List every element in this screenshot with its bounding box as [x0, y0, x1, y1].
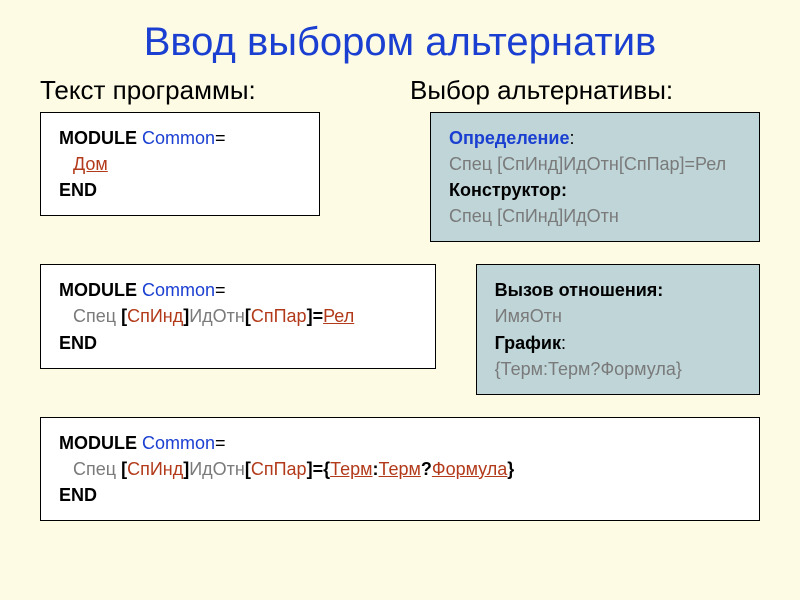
- kw-module: MODULE: [59, 128, 142, 148]
- alt-line: Вызов отношения:: [495, 277, 741, 303]
- t: СпИнд: [127, 459, 183, 479]
- module-name: Common: [142, 128, 215, 148]
- kw-end: END: [59, 333, 97, 353]
- t: Рел: [323, 306, 354, 326]
- code-box-1: MODULE Common= Дом END: [40, 112, 320, 216]
- t: Спец: [73, 459, 121, 479]
- slide: Ввод выбором альтернатив Текст программы…: [0, 0, 800, 600]
- code-line: Спец [СпИнд]ИдОтн[СпПар]=Рел: [59, 303, 417, 329]
- eq: =: [215, 128, 226, 148]
- top-columns: Текст программы: MODULE Common= Дом END …: [40, 75, 760, 260]
- t: Спец: [73, 306, 121, 326]
- t: ?: [421, 459, 432, 479]
- code-line: Спец [СпИнд]ИдОтн[СпПар]={Терм:Терм?Форм…: [59, 456, 741, 482]
- link-dom: Дом: [59, 151, 108, 177]
- t: =: [313, 306, 324, 326]
- right-heading: Выбор альтернативы:: [410, 75, 760, 106]
- eq: =: [215, 433, 226, 453]
- left-column: Текст программы: MODULE Common= Дом END: [40, 75, 390, 260]
- t: СпПар: [251, 306, 307, 326]
- kw-end: END: [59, 180, 97, 200]
- left-heading: Текст программы:: [40, 75, 390, 106]
- t: ИдОтн: [189, 459, 245, 479]
- seg: Спец [СпИнд]ИдОтн[СпПар]={Терм:Терм?Форм…: [59, 456, 514, 482]
- middle-columns: MODULE Common= Спец [СпИнд]ИдОтн[СпПар]=…: [40, 264, 760, 412]
- t: Формула: [432, 459, 507, 479]
- eq: =: [215, 280, 226, 300]
- t: ИдОтн: [189, 306, 245, 326]
- t: СпИнд: [127, 306, 183, 326]
- middle-left: MODULE Common= Спец [СпИнд]ИдОтн[СпПар]=…: [40, 264, 436, 386]
- t: Терм: [330, 459, 372, 479]
- seg: Спец [СпИнд]ИдОтн[СпПар]=Рел: [59, 303, 354, 329]
- alt-box-2: Вызов отношения: ИмяОтн График: {Терм:Те…: [476, 264, 760, 394]
- alt-line: ИмяОтн: [495, 303, 741, 329]
- alt-line: {Терм:Терм?Формула}: [495, 356, 741, 382]
- code-line: Дом: [59, 151, 301, 177]
- alt-box-1: Определение: Спец [СпИнд]ИдОтн[СпПар]=Ре…: [430, 112, 760, 242]
- code-line: MODULE Common=: [59, 277, 417, 303]
- code-line: END: [59, 482, 741, 508]
- code-line: END: [59, 330, 417, 356]
- t: СпПар: [251, 459, 307, 479]
- alt-line: Конструктор:: [449, 177, 741, 203]
- module-name: Common: [142, 280, 215, 300]
- graph-label: График: [495, 333, 561, 353]
- code-box-2: MODULE Common= Спец [СпИнд]ИдОтн[СпПар]=…: [40, 264, 436, 368]
- alt-line: Спец [СпИнд]ИдОтн: [449, 203, 741, 229]
- graph-colon: :: [561, 333, 566, 353]
- right-column: Выбор альтернативы: Определение: Спец [С…: [410, 75, 760, 260]
- slide-title: Ввод выбором альтернатив: [40, 20, 760, 65]
- t: }: [507, 459, 514, 479]
- alt-line: Определение:: [449, 125, 741, 151]
- code-line: MODULE Common=: [59, 125, 301, 151]
- kw-end: END: [59, 485, 97, 505]
- module-name: Common: [142, 433, 215, 453]
- middle-right: Вызов отношения: ИмяОтн График: {Терм:Те…: [456, 264, 760, 412]
- def-label: Определение: [449, 128, 569, 148]
- kw-module: MODULE: [59, 280, 142, 300]
- t: Терм: [379, 459, 421, 479]
- def-colon: :: [569, 128, 574, 148]
- t: =: [313, 459, 324, 479]
- kw-module: MODULE: [59, 433, 142, 453]
- code-line: MODULE Common=: [59, 430, 741, 456]
- alt-line: Спец [СпИнд]ИдОтн[СпПар]=Рел: [449, 151, 741, 177]
- code-box-3: MODULE Common= Спец [СпИнд]ИдОтн[СпПар]=…: [40, 417, 760, 521]
- alt-line: График:: [495, 330, 741, 356]
- code-line: END: [59, 177, 301, 203]
